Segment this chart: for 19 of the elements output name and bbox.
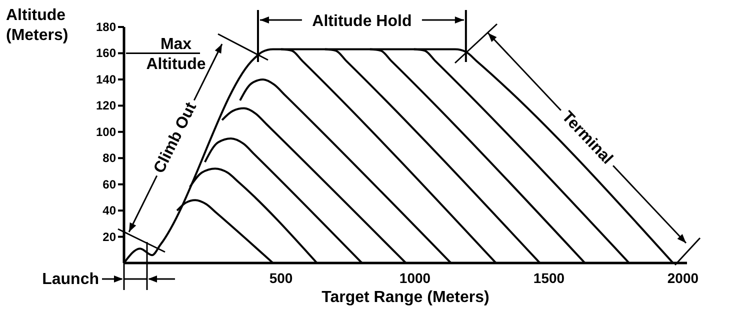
y-tick-label: 40 bbox=[102, 204, 116, 218]
y-tick-label: 120 bbox=[96, 98, 116, 113]
x-tick-label: 1000 bbox=[399, 270, 431, 286]
x-tick-label: 1500 bbox=[533, 270, 565, 286]
annotation: Climb Out bbox=[150, 99, 200, 176]
y-tick-label: 160 bbox=[96, 46, 116, 60]
y-axis-title: Altitude (Meters) bbox=[6, 7, 68, 44]
text: Launch bbox=[42, 271, 99, 288]
annotation: Altitude Hold bbox=[312, 13, 412, 30]
y-tick-label: 80 bbox=[102, 151, 116, 166]
x-axis-title: Target Range (Meters) bbox=[322, 289, 490, 306]
y-tick-label: 100 bbox=[96, 124, 116, 139]
annotation: Max Altitude bbox=[146, 36, 206, 74]
y-tick-label: 60 bbox=[102, 177, 116, 192]
x-tick-label: 2000 bbox=[667, 270, 699, 286]
y-tick-label: 180 bbox=[96, 20, 116, 34]
x-tick-label: 500 bbox=[269, 270, 293, 286]
y-tick-label: 140 bbox=[96, 72, 116, 86]
y-tick-label: 20 bbox=[102, 230, 116, 244]
